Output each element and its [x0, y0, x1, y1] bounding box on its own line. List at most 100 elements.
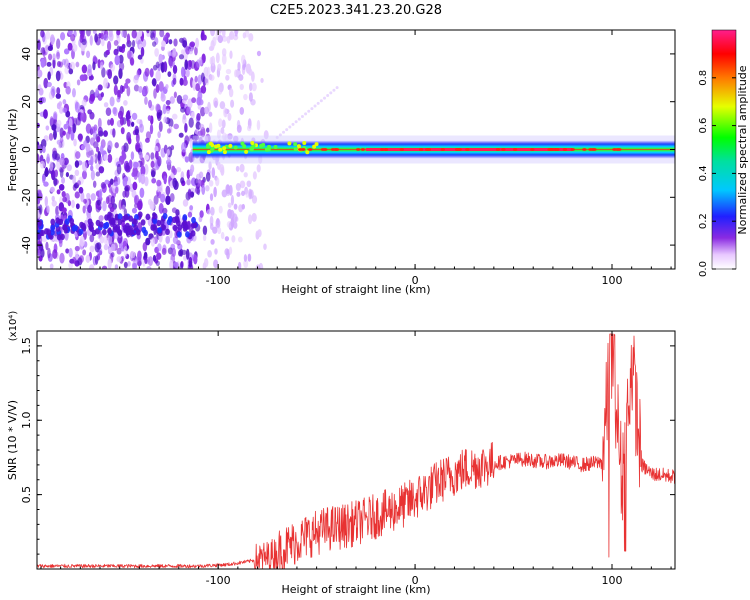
- noise-cell: [151, 177, 157, 184]
- noise-cell: [54, 153, 61, 161]
- noise-cell: [117, 110, 124, 120]
- band-cell: [162, 212, 168, 220]
- noise-cell: [131, 39, 136, 48]
- noise-cell: [171, 60, 175, 67]
- carrier-speckle: [267, 144, 272, 149]
- colorbar-label: Normalized spectral amplitude: [736, 65, 749, 234]
- carrier-dot: [383, 148, 389, 151]
- noise-cell: [44, 166, 49, 178]
- noise-cell: [230, 194, 235, 206]
- band-cell: [172, 224, 178, 232]
- noise-cell: [99, 236, 105, 244]
- noise-cell: [163, 61, 168, 73]
- noise-cell: [235, 165, 240, 172]
- noise-cell: [40, 248, 45, 258]
- noise-cell: [184, 122, 188, 133]
- noise-cell: [73, 138, 77, 147]
- noise-cell: [42, 145, 46, 154]
- noise-cell: [237, 236, 243, 243]
- noise-cell: [221, 189, 228, 198]
- noise-cell: [145, 131, 152, 140]
- noise-cell: [124, 82, 129, 89]
- carrier-dot: [530, 148, 535, 151]
- noise-cell: [185, 69, 190, 78]
- carrier-speckle: [206, 150, 211, 155]
- carrier-dot: [547, 148, 552, 151]
- noise-cell: [199, 123, 205, 130]
- noise-cell: [103, 130, 108, 137]
- noise-cell: [165, 235, 171, 244]
- noise-cell: [123, 261, 128, 269]
- faint-cell: [304, 112, 308, 116]
- noise-cell: [58, 142, 62, 149]
- band-cell: [104, 214, 109, 221]
- carrier-speckle: [214, 144, 219, 149]
- noise-cell: [239, 83, 244, 90]
- noise-cell: [95, 37, 101, 46]
- noise-cell: [173, 123, 179, 130]
- noise-cell: [221, 48, 227, 57]
- noise-cell: [74, 191, 80, 199]
- band-cell: [71, 225, 77, 232]
- spectrogram-panel: -100 0 100 -40 -20 0 20 40: [20, 29, 676, 287]
- carrier-dot: [360, 148, 366, 151]
- noise-cell: [161, 247, 167, 256]
- noise-cell: [208, 111, 213, 117]
- noise-cell: [80, 112, 85, 122]
- noise-cell: [192, 79, 196, 90]
- noise-cell: [190, 59, 196, 70]
- y-tick-label: 1.5: [20, 337, 33, 355]
- noise-cell: [207, 101, 211, 113]
- band-cell: [181, 221, 186, 229]
- noise-cell: [163, 175, 167, 185]
- x-tick-label: -100: [206, 274, 231, 287]
- noise-cell: [62, 130, 66, 136]
- noise-cell: [86, 192, 91, 200]
- noise-cell: [157, 243, 162, 252]
- noise-cell: [182, 40, 188, 48]
- noise-cell: [121, 43, 126, 49]
- y-tick-label: 0.5: [20, 486, 33, 504]
- noise-cell: [221, 119, 226, 129]
- noise-cell: [145, 237, 151, 246]
- noise-cell: [68, 117, 73, 128]
- carrier-speckle: [302, 141, 307, 146]
- faint-cell: [291, 122, 295, 126]
- noise-cell: [176, 94, 183, 104]
- noise-cell: [46, 205, 50, 213]
- noise-cell: [181, 142, 187, 153]
- noise-cell: [260, 77, 264, 83]
- noise-cell: [234, 30, 238, 37]
- noise-cell: [89, 245, 95, 253]
- spectrogram-image: [37, 30, 675, 269]
- carrier-dot: [323, 148, 328, 151]
- noise-cell: [107, 40, 112, 52]
- carrier-speckle: [228, 143, 233, 148]
- noise-cell: [114, 55, 120, 66]
- noise-cell: [68, 68, 74, 75]
- colorbar-gradient: [711, 29, 737, 270]
- noise-cell: [86, 30, 91, 37]
- faint-cell: [297, 117, 301, 121]
- noise-cell: [197, 130, 203, 136]
- snr-y-multiplier: (x10⁴): [8, 311, 19, 342]
- noise-cell: [65, 172, 70, 178]
- noise-cell: [255, 230, 260, 240]
- noise-cell: [45, 241, 49, 251]
- noise-cell: [103, 154, 109, 161]
- noise-cell: [112, 107, 117, 115]
- noise-cell: [102, 200, 107, 212]
- noise-cell: [150, 152, 155, 161]
- noise-cell: [101, 67, 106, 78]
- faint-cell: [282, 130, 286, 134]
- noise-cell: [103, 34, 109, 41]
- band-cell: [101, 228, 107, 236]
- noise-cell: [113, 84, 118, 96]
- noise-cell: [140, 46, 145, 57]
- carrier-dot: [426, 148, 432, 151]
- noise-cell: [76, 79, 81, 86]
- noise-cell: [132, 262, 137, 269]
- noise-cell: [56, 102, 61, 110]
- noise-cell: [158, 121, 163, 132]
